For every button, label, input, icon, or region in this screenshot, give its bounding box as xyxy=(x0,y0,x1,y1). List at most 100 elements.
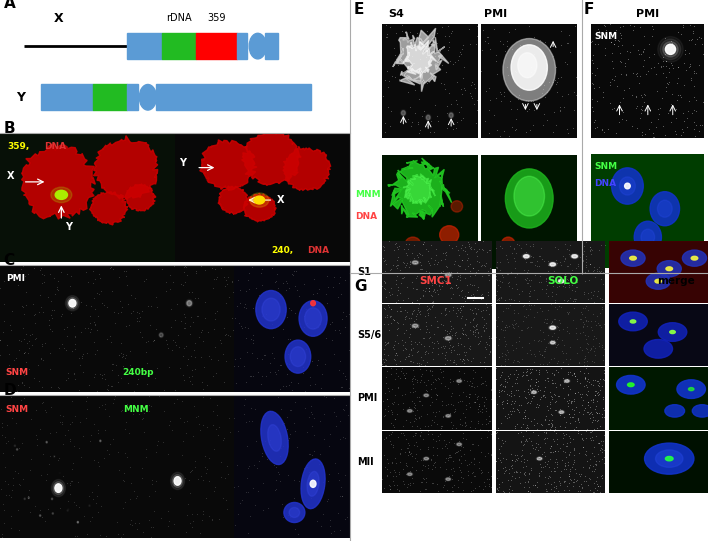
Point xyxy=(126,309,137,318)
Point xyxy=(472,95,483,104)
Point xyxy=(469,368,481,377)
Point xyxy=(320,334,331,342)
Point xyxy=(684,60,695,68)
Point xyxy=(573,408,584,417)
Point xyxy=(506,284,518,293)
Point xyxy=(689,39,700,48)
Point xyxy=(108,308,120,316)
Point xyxy=(498,273,509,282)
Point xyxy=(115,308,127,316)
Point xyxy=(421,245,432,253)
Point xyxy=(573,358,585,366)
Point xyxy=(212,272,223,281)
Point xyxy=(480,415,491,424)
Point xyxy=(578,358,590,366)
Point xyxy=(486,440,497,448)
Point xyxy=(678,58,690,67)
Point xyxy=(389,454,401,463)
Point xyxy=(438,249,449,258)
Point xyxy=(377,474,388,483)
Point xyxy=(406,118,418,127)
Point xyxy=(432,451,443,459)
Point xyxy=(416,376,427,385)
Point xyxy=(329,349,340,358)
Point xyxy=(406,337,417,346)
Point xyxy=(56,418,67,426)
Point xyxy=(340,322,351,331)
Point xyxy=(455,307,466,316)
Point xyxy=(274,292,285,300)
Point xyxy=(218,324,229,333)
Point xyxy=(150,448,161,457)
Point xyxy=(578,369,590,378)
Point xyxy=(416,278,427,287)
Point xyxy=(87,279,98,288)
Point xyxy=(583,369,594,378)
Point xyxy=(35,355,47,364)
Point xyxy=(550,383,561,392)
Point xyxy=(566,397,577,405)
Point xyxy=(519,253,530,262)
Point xyxy=(437,367,448,375)
Point xyxy=(563,391,574,400)
Point xyxy=(458,342,469,351)
Point xyxy=(545,262,556,270)
Point xyxy=(414,294,426,302)
Point xyxy=(183,500,194,509)
Point xyxy=(334,526,346,535)
Point xyxy=(574,366,586,375)
Point xyxy=(459,85,471,94)
Point xyxy=(384,291,395,299)
Point xyxy=(484,246,496,255)
Point xyxy=(682,114,693,122)
Point xyxy=(423,342,435,351)
Point xyxy=(479,321,490,329)
Point xyxy=(593,266,605,275)
Point xyxy=(484,334,495,343)
Point xyxy=(415,365,426,374)
Point xyxy=(306,357,317,366)
Point xyxy=(540,64,552,72)
Point xyxy=(382,464,393,473)
Point xyxy=(329,325,341,334)
Point xyxy=(181,417,192,426)
Ellipse shape xyxy=(557,279,566,283)
Point xyxy=(400,326,411,334)
Point xyxy=(162,450,173,458)
Point xyxy=(406,397,418,405)
Point xyxy=(622,47,633,56)
Point xyxy=(503,410,514,418)
Point xyxy=(471,247,482,255)
Point xyxy=(309,414,320,423)
Point xyxy=(593,415,604,424)
Point xyxy=(492,295,503,304)
Point xyxy=(617,108,629,117)
Point xyxy=(440,464,452,473)
Point xyxy=(222,331,233,340)
Point xyxy=(581,316,592,325)
Point xyxy=(469,328,481,337)
Point xyxy=(464,398,475,407)
Point xyxy=(491,94,502,103)
Point xyxy=(221,329,232,338)
Point xyxy=(175,388,186,397)
Point xyxy=(464,241,475,250)
Point xyxy=(457,293,468,302)
Point xyxy=(662,78,673,87)
Point xyxy=(592,319,603,327)
Point xyxy=(425,393,436,401)
Point xyxy=(541,366,552,374)
Point xyxy=(411,358,423,367)
Point xyxy=(677,21,688,29)
Point xyxy=(504,281,515,290)
Point xyxy=(484,417,495,425)
Point xyxy=(419,422,430,431)
Point xyxy=(699,29,708,38)
Point xyxy=(450,280,462,289)
Point xyxy=(284,365,295,373)
Point xyxy=(399,329,410,338)
Point xyxy=(234,498,245,507)
Point xyxy=(491,70,503,78)
Point xyxy=(586,427,597,436)
Point xyxy=(532,400,543,409)
